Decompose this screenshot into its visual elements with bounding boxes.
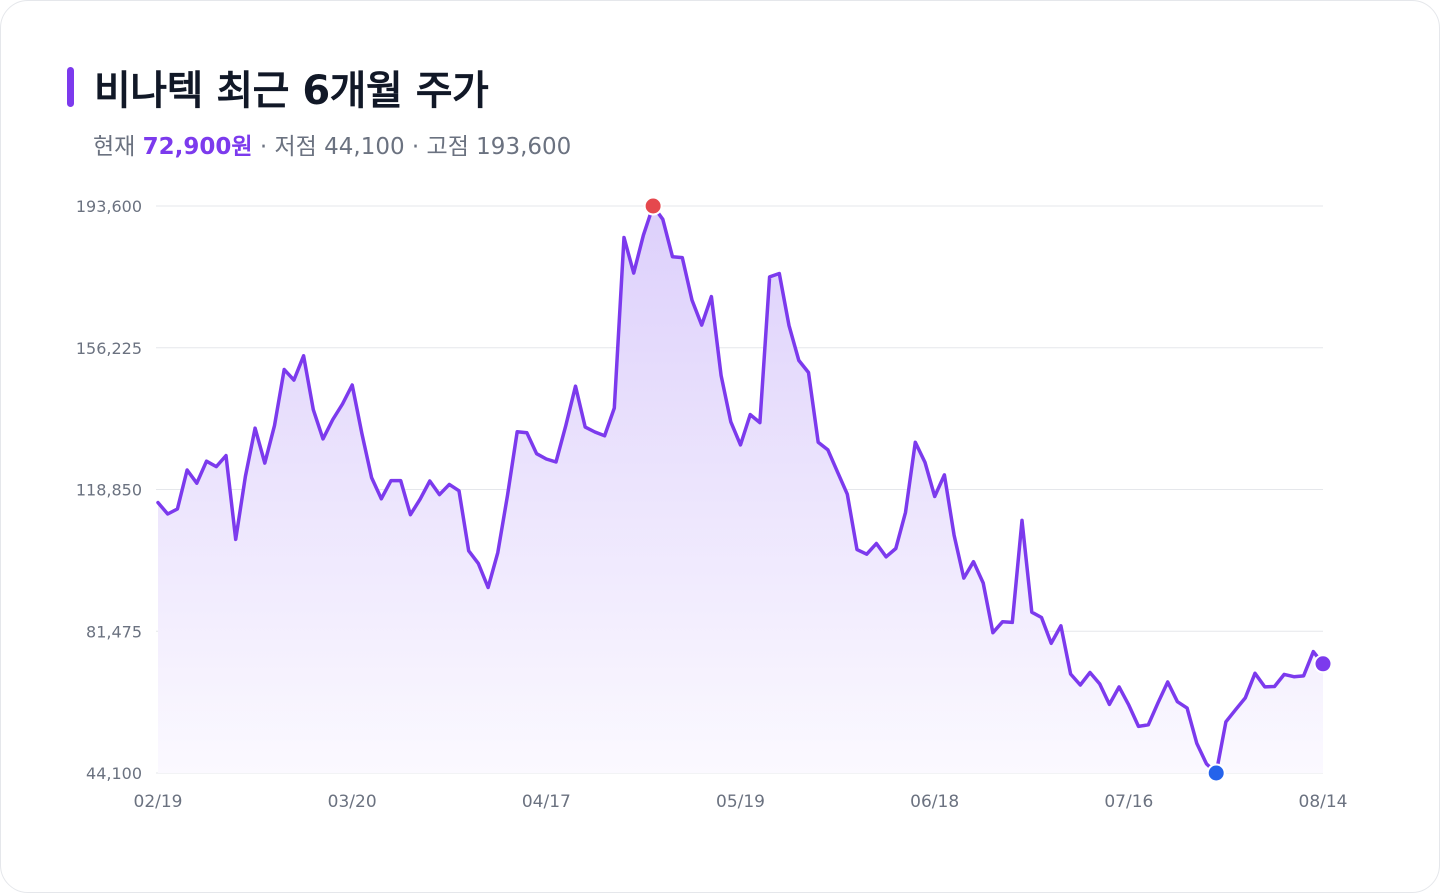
y-tick-label: 44,100 xyxy=(86,764,142,783)
price-line xyxy=(156,204,1325,775)
x-tick-label: 08/14 xyxy=(1299,792,1348,812)
x-tick-label: 02/19 xyxy=(134,792,183,812)
price-area xyxy=(158,206,1323,773)
x-tick-label: 07/16 xyxy=(1104,792,1153,812)
high-point-marker xyxy=(643,196,663,216)
y-tick-label: 81,475 xyxy=(86,622,142,641)
x-tick-label: 03/20 xyxy=(328,792,377,812)
chart-title: 비나텍 최근 6개월 주가 xyxy=(94,68,489,114)
x-tick-label: 04/17 xyxy=(522,792,571,812)
x-tick-label: 06/18 xyxy=(910,792,959,812)
low-point-marker xyxy=(1206,763,1226,783)
y-tick-label: 193,600 xyxy=(76,197,142,216)
y-tick-label: 156,225 xyxy=(76,339,142,358)
title-row: 비나텍 최근 6개월 주가 xyxy=(67,63,489,114)
high-price: · 고점 193,600 xyxy=(404,134,572,160)
y-tick-label: 118,850 xyxy=(76,481,142,500)
x-tick-label: 05/19 xyxy=(716,792,765,812)
current-price: 72,900원 xyxy=(142,134,253,160)
low-price: · 저점 44,100 xyxy=(252,134,405,160)
price-summary: 현재 72,900원 · 저점 44,100 · 고점 193,600 xyxy=(93,127,571,161)
title-accent-bar xyxy=(67,67,74,107)
current-label: 현재 xyxy=(93,134,136,160)
current-point-marker xyxy=(1313,654,1333,674)
